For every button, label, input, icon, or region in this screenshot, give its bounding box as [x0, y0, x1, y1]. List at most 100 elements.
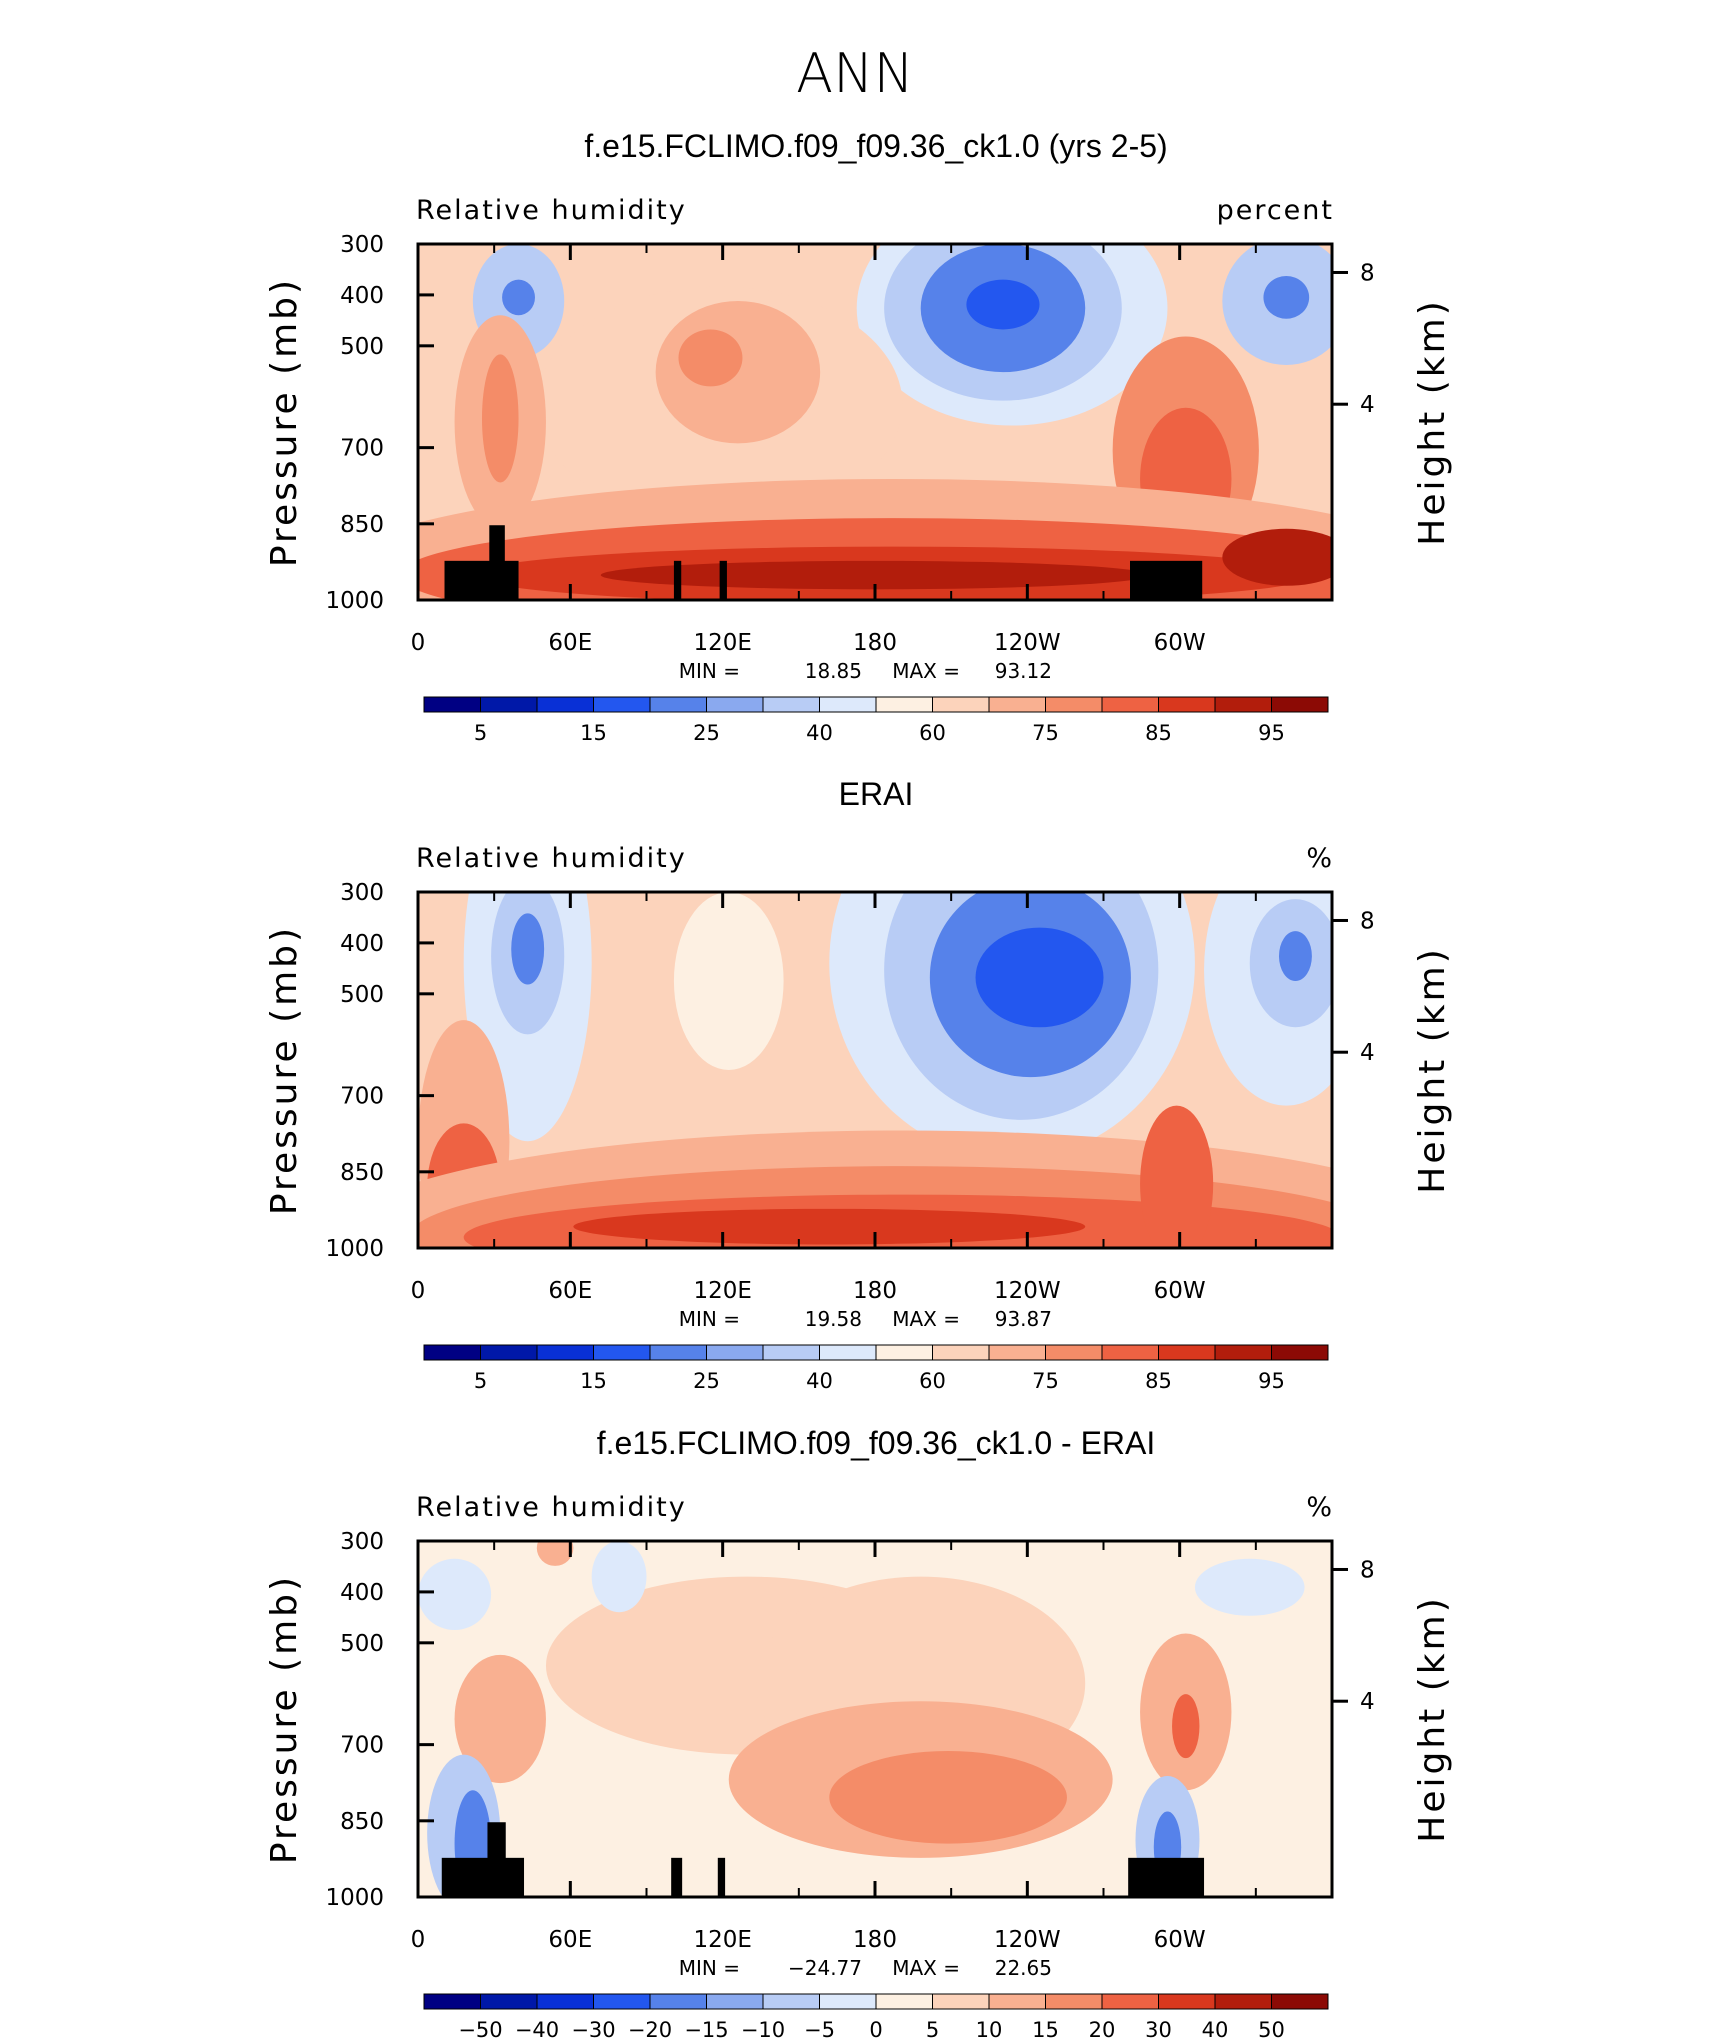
colorbar-swatch	[1045, 1344, 1103, 1361]
y-tick-label: 700	[340, 436, 384, 462]
colorbar-label: 15	[1032, 2018, 1059, 2038]
max-value: 93.87	[995, 1307, 1052, 1331]
y-tick-label: 300	[340, 232, 384, 258]
y-axis-label: Pressure (mb)	[264, 1574, 305, 1864]
colorbar-swatch	[536, 1344, 594, 1361]
y-tick-label: 500	[340, 334, 384, 360]
x-tick-label: 120W	[994, 1278, 1061, 1304]
x-tick-label: 120E	[693, 1278, 751, 1304]
colorbar-swatch	[932, 696, 990, 713]
y-tick-label: 1000	[325, 1236, 384, 1262]
topography-mask-5	[1128, 1857, 1205, 1897]
contour-region-6	[454, 1654, 546, 1784]
min-value: 18.85	[805, 659, 862, 683]
colorbar-swatch	[1271, 696, 1329, 713]
colorbar-swatch	[1214, 696, 1272, 713]
x-tick-label: 120W	[994, 630, 1061, 656]
height-tick-label: 8	[1360, 1557, 1375, 1583]
colorbar-swatch	[1101, 696, 1159, 713]
y-tick-label: 850	[340, 1809, 384, 1835]
colorbar-swatch	[1101, 1344, 1159, 1361]
colorbar-label: 25	[693, 1369, 720, 1393]
colorbar-swatch	[932, 1344, 990, 1361]
contour-field	[418, 244, 1332, 600]
colorbar-label: 15	[580, 1369, 607, 1393]
colorbar-label: 40	[806, 721, 833, 745]
contour-region-11	[673, 892, 784, 1070]
contour-region-8	[1172, 1694, 1200, 1759]
colorbar-label: −15	[684, 2018, 728, 2038]
colorbar-swatch	[762, 1344, 820, 1361]
contour-region-19	[600, 560, 1150, 590]
max-label: MAX =	[892, 1956, 960, 1980]
topography-mask-1	[441, 1857, 525, 1897]
max-value: 93.12	[995, 659, 1052, 683]
y-axis-label: Pressure (mb)	[264, 925, 305, 1215]
colorbar-swatch	[819, 1344, 877, 1361]
colorbar-swatch	[706, 1993, 764, 2010]
colorbar-swatch	[706, 1344, 764, 1361]
colorbar-swatch	[1214, 1344, 1272, 1361]
right-axis-label: Height (km)	[1412, 946, 1453, 1193]
colorbar-swatch	[1271, 1344, 1329, 1361]
colorbar-label: 5	[474, 721, 487, 745]
contour-region-14	[591, 1541, 647, 1613]
contour-region-20	[1222, 528, 1332, 586]
panel-1: f.e15.FCLIMO.f09_f09.36_ck1.0 (yrs 2-5) R…	[264, 128, 1453, 745]
contour-region-2	[502, 279, 535, 316]
colorbar-label: 95	[1258, 1369, 1285, 1393]
colorbar-swatch	[762, 696, 820, 713]
colorbar-label: 20	[1089, 2018, 1116, 2038]
y-tick-label: 1000	[325, 1885, 384, 1911]
colorbar-label: −5	[804, 2018, 835, 2038]
colorbar-label: 15	[580, 721, 607, 745]
contour-region-16	[536, 1541, 574, 1566]
right-axis-label: Height (km)	[1412, 1595, 1453, 1842]
units-label: %	[1306, 843, 1334, 874]
y-tick-label: 400	[340, 931, 384, 957]
colorbar-swatch	[480, 1993, 538, 2010]
panel-3: f.e15.FCLIMO.f09_f09.36_ck1.0 - ERAI Rela…	[264, 1425, 1453, 2038]
colorbar-swatch	[423, 696, 481, 713]
colorbar-swatch	[593, 696, 651, 713]
min-label: MIN =	[679, 1956, 740, 1980]
main-title: ANN	[796, 42, 914, 105]
colorbar-swatch	[1101, 1993, 1159, 2010]
colorbar-label: 5	[926, 2018, 939, 2038]
contour-region-6	[966, 279, 1040, 330]
x-tick-label: 60E	[548, 630, 592, 656]
colorbar-label: −50	[458, 2018, 502, 2038]
colorbar-label: 75	[1032, 1369, 1059, 1393]
colorbar-label: 30	[1145, 2018, 1172, 2038]
colorbar-swatch	[819, 1993, 877, 2010]
y-axis-label: Pressure (mb)	[264, 277, 305, 567]
y-tick-label: 700	[340, 1084, 384, 1110]
variable-label: Relative humidity	[416, 1492, 687, 1523]
contour-region-17	[573, 1208, 1086, 1245]
colorbar-label: 5	[474, 1369, 487, 1393]
x-tick-label: 180	[853, 1278, 897, 1304]
colorbar-label: 60	[919, 721, 946, 745]
topography-mask-2	[487, 1822, 506, 1859]
colorbar-swatch	[1045, 1993, 1103, 2010]
colorbar-swatch	[932, 1993, 990, 2010]
colorbar-swatch	[875, 696, 933, 713]
x-tick-label: 180	[853, 1927, 897, 1953]
height-tick-label: 4	[1360, 1040, 1375, 1066]
colorbar-label: 95	[1258, 721, 1285, 745]
colorbar-swatch	[1271, 1993, 1329, 2010]
colorbar-swatch	[1045, 696, 1103, 713]
colorbar-label: −20	[628, 2018, 672, 2038]
colorbar-swatch	[875, 1993, 933, 2010]
colorbar-swatch	[649, 1993, 707, 2010]
colorbar-swatch	[649, 696, 707, 713]
topography-mask-2	[489, 525, 505, 562]
min-value: −24.77	[788, 1956, 862, 1980]
x-tick-label: 120E	[693, 1927, 751, 1953]
colorbar-swatch	[536, 696, 594, 713]
contour-region-5	[829, 1751, 1067, 1844]
contour-region-13	[1194, 1558, 1305, 1616]
colorbar-swatch	[1214, 1993, 1272, 2010]
y-tick-label: 850	[340, 1160, 384, 1186]
colorbar-swatch	[423, 1993, 481, 2010]
